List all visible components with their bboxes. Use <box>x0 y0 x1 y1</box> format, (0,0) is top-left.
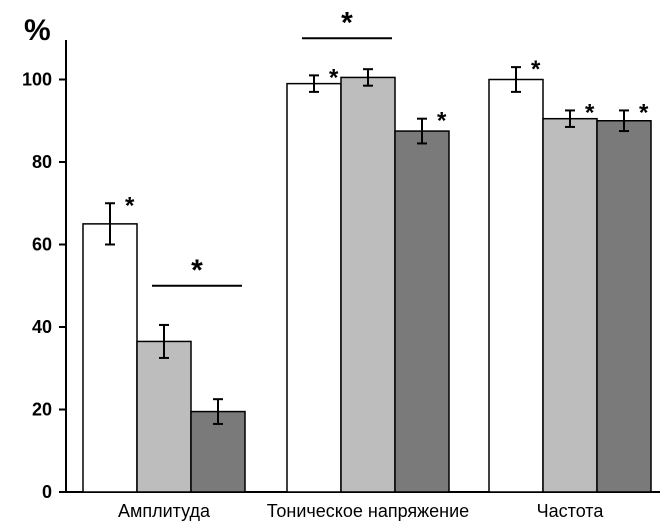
significance-brackets-group: ** <box>152 6 392 287</box>
bar <box>190 410 246 493</box>
significance-bracket-star: * <box>341 6 353 39</box>
bar <box>82 223 138 493</box>
x-axis-category-labels: Амплитуда Тоническое напряжение Частота <box>118 501 604 521</box>
bar <box>488 78 544 493</box>
significance-star: * <box>329 64 339 91</box>
x-category-label: Амплитуда <box>118 501 211 521</box>
significance-star: * <box>639 99 649 126</box>
bar <box>542 117 598 493</box>
bar <box>286 82 342 493</box>
y-tick-label: 40 <box>32 317 52 337</box>
significance-stars-group: * * * * * * <box>125 56 649 219</box>
bars-group <box>82 76 652 493</box>
bar <box>340 76 396 493</box>
x-category-label: Частота <box>537 501 605 521</box>
y-tick-label: 20 <box>32 400 52 420</box>
bar <box>394 130 450 493</box>
y-axis-ticks: 0 20 40 60 80 100 <box>22 70 66 502</box>
y-axis-unit-label: % <box>24 14 51 47</box>
y-tick-label: 60 <box>32 235 52 255</box>
bar <box>596 120 652 493</box>
y-tick-label: 100 <box>22 70 52 90</box>
significance-star: * <box>125 192 135 219</box>
x-category-label: Тоническое напряжение <box>267 501 469 521</box>
y-tick-label: 80 <box>32 152 52 172</box>
error-bars-group <box>105 66 629 425</box>
significance-bracket-star: * <box>191 254 203 287</box>
y-tick-label: 0 <box>42 482 52 502</box>
significance-star: * <box>531 56 541 83</box>
significance-star: * <box>585 99 595 126</box>
bar <box>136 340 192 493</box>
significance-star: * <box>437 108 447 135</box>
